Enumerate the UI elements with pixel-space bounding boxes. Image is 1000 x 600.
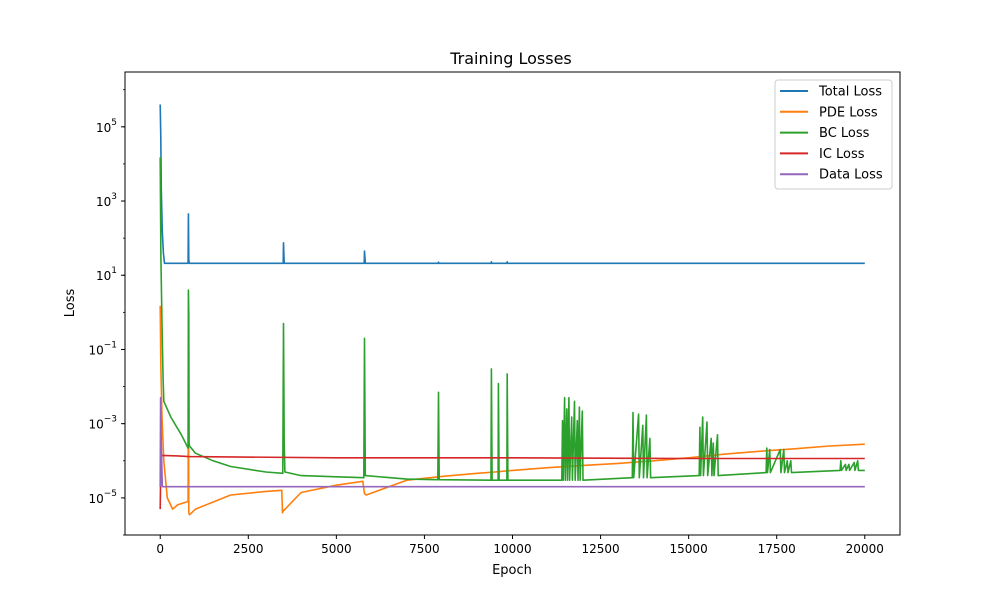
x-tick-label: 10000	[493, 542, 531, 556]
y-tick-label: 103	[96, 192, 117, 209]
y-tick-label: 101	[96, 266, 117, 283]
y-axis-title: Loss	[63, 289, 78, 318]
y-tick-label: 10−1	[88, 340, 117, 357]
x-tick-label: 0	[156, 542, 164, 556]
x-tick-label: 12500	[581, 542, 619, 556]
plot-area	[124, 71, 901, 536]
series-line-total-loss	[159, 104, 865, 265]
legend: Total Loss PDE Loss BC Loss IC Loss Data Los…	[774, 79, 893, 190]
legend-label: IC Loss	[819, 147, 865, 162]
legend-box	[774, 79, 893, 190]
legend-label: Data Loss	[819, 168, 883, 183]
x-tick-label: 15000	[670, 542, 708, 556]
series-line-bc-loss	[159, 157, 865, 481]
x-tick-label: 17500	[758, 542, 796, 556]
y-tick-label: 10−3	[88, 415, 117, 432]
series-line-data-loss	[159, 396, 865, 488]
y-axis: 10−5 10−3 10−1 101 103 105	[88, 89, 125, 536]
legend-label: PDE Loss	[819, 105, 878, 120]
x-tick-label: 7500	[409, 542, 440, 556]
x-axis: 0 2500 5000 7500 10000 12500 15000 17500 20000	[156, 535, 884, 556]
y-tick-label: 10−5	[88, 489, 117, 506]
x-tick-label: 2500	[233, 542, 264, 556]
x-tick-label: 20000	[846, 542, 884, 556]
chart-title: Training Losses	[449, 49, 572, 68]
legend-label: BC Loss	[819, 126, 870, 141]
legend-label: Total Loss	[818, 85, 882, 100]
x-axis-title: Epoch	[492, 563, 532, 578]
y-tick-label: 105	[96, 118, 117, 135]
x-tick-label: 5000	[321, 542, 352, 556]
